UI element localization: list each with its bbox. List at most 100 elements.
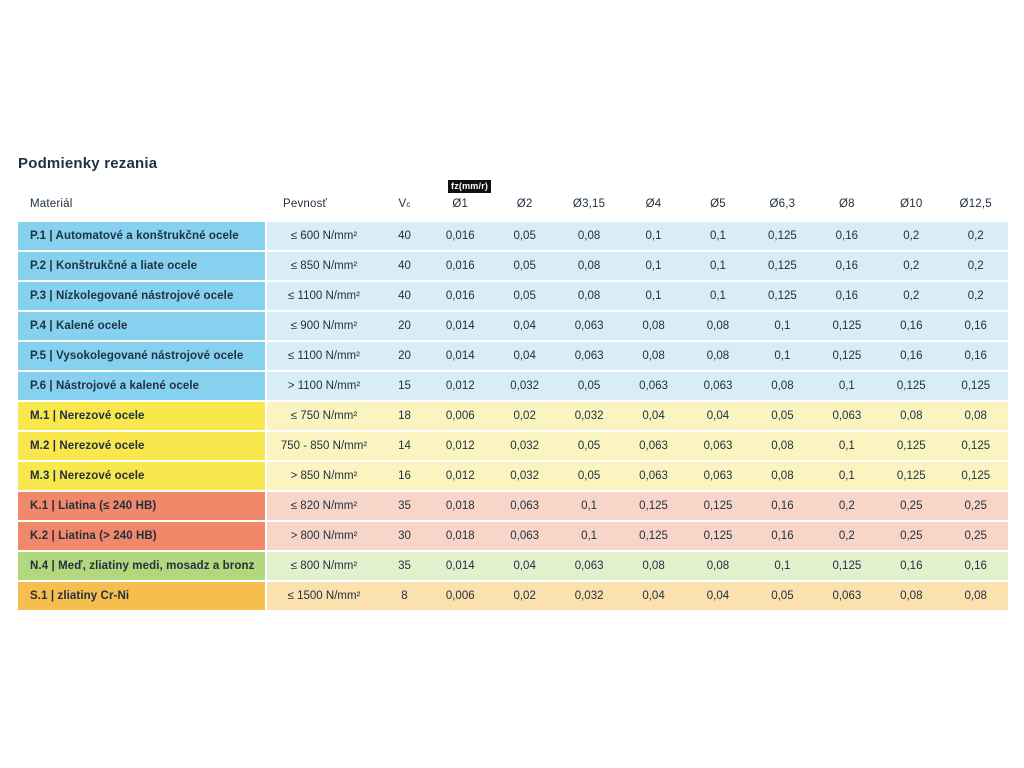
fz-cell: 0,1 [556, 522, 622, 550]
header-diameter: Ø12,5 [959, 198, 992, 210]
material-cell: K.2 | Liatina (> 240 HB) [18, 522, 267, 550]
fz-cell: 0,032 [492, 462, 557, 490]
fz-cell: 0,018 [428, 492, 493, 520]
fz-cell: 0,125 [943, 372, 1008, 400]
fz-cell: 0,04 [621, 582, 686, 610]
header-diameter: Ø2 [516, 198, 533, 210]
fz-cell: 0,05 [556, 372, 622, 400]
fz-cell: 0,04 [492, 312, 557, 340]
vc-cell: 35 [381, 552, 428, 580]
fz-cell: 0,16 [750, 522, 815, 550]
fz-cell: 0,125 [814, 312, 880, 340]
vc-cell: 20 [381, 342, 428, 370]
table-row: S.1 | zliatiny Cr-Ni ≤ 1500 N/mm² 8 0,006 0,… [18, 582, 1008, 610]
vc-cell: 20 [381, 312, 428, 340]
fz-cell: 0,1 [814, 462, 880, 490]
fz-cell: 0,063 [621, 462, 686, 490]
fz-cell: 0,08 [621, 552, 686, 580]
fz-cell: 0,1 [685, 282, 751, 310]
header-pevnost: Pevnosť [283, 198, 328, 210]
fz-cell: 0,1 [621, 252, 686, 280]
fz-cell: 0,1 [750, 552, 815, 580]
strength-cell: ≤ 900 N/mm² [267, 312, 381, 340]
header-diameter: Ø6,3 [769, 198, 796, 210]
fz-cell: 0,04 [621, 402, 686, 430]
fz-cell: 0,018 [428, 522, 493, 550]
fz-cell: 0,063 [556, 552, 622, 580]
fz-cell: 0,08 [879, 402, 944, 430]
fz-cell: 0,125 [814, 342, 880, 370]
fz-cell: 0,1 [685, 252, 751, 280]
strength-cell: 750 - 850 N/mm² [267, 432, 381, 460]
fz-cell: 0,08 [685, 552, 751, 580]
fz-cell: 0,1 [621, 222, 686, 250]
fz-cell: 0,1 [621, 282, 686, 310]
fz-cell: 0,2 [814, 522, 880, 550]
strength-cell: ≤ 820 N/mm² [267, 492, 381, 520]
fz-cell: 0,006 [428, 582, 493, 610]
table-body: P.1 | Automatové a konštrukčné ocele ≤ 60… [18, 222, 1008, 610]
fz-cell: 0,16 [814, 222, 880, 250]
fz-cell: 0,08 [943, 582, 1008, 610]
strength-cell: > 1100 N/mm² [267, 372, 381, 400]
fz-cell: 0,125 [943, 432, 1008, 460]
fz-cell: 0,16 [814, 252, 880, 280]
fz-cell: 0,08 [750, 372, 815, 400]
fz-cell: 0,05 [556, 462, 622, 490]
fz-cell: 0,032 [556, 582, 622, 610]
fz-cell: 0,08 [750, 432, 815, 460]
vc-cell: 40 [381, 252, 428, 280]
fz-cell: 0,125 [879, 372, 944, 400]
fz-cell: 0,16 [750, 492, 815, 520]
fz-cell: 0,08 [621, 342, 686, 370]
fz-cell: 0,1 [750, 312, 815, 340]
strength-cell: > 850 N/mm² [267, 462, 381, 490]
fz-cell: 0,25 [879, 522, 944, 550]
fz-cell: 0,16 [943, 342, 1008, 370]
fz-cell: 0,05 [750, 582, 815, 610]
fz-cell: 0,1 [814, 432, 880, 460]
fz-cell: 0,08 [750, 462, 815, 490]
header-diameter: Ø4 [645, 198, 662, 210]
fz-cell: 0,08 [621, 312, 686, 340]
fz-cell: 0,016 [428, 282, 493, 310]
fz-cell: 0,2 [879, 252, 944, 280]
material-cell: M.1 | Nerezové ocele [18, 402, 267, 430]
material-cell: K.1 | Liatina (≤ 240 HB) [18, 492, 267, 520]
fz-cell: 0,063 [685, 372, 751, 400]
fz-cell: 0,063 [621, 372, 686, 400]
vc-cell: 8 [381, 582, 428, 610]
fz-cell: 0,25 [879, 492, 944, 520]
vc-cell: 35 [381, 492, 428, 520]
vc-cell: 16 [381, 462, 428, 490]
table-row: K.1 | Liatina (≤ 240 HB) ≤ 820 N/mm² 35 0,0… [18, 492, 1008, 520]
material-cell: M.3 | Nerezové ocele [18, 462, 267, 490]
fz-cell: 0,012 [428, 372, 493, 400]
table-row: P.5 | Vysokolegované nástrojové ocele ≤ 1… [18, 342, 1008, 370]
vc-cell: 14 [381, 432, 428, 460]
fz-cell: 0,125 [879, 432, 944, 460]
fz-cell: 0,16 [943, 312, 1008, 340]
material-cell: P.3 | Nízkolegované nástrojové ocele [18, 282, 267, 310]
fz-cell: 0,014 [428, 552, 493, 580]
table-row: N.4 | Meď, zliatiny medi, mosadz a bronz… [18, 552, 1008, 580]
table-row: P.4 | Kalené ocele ≤ 900 N/mm² 20 0,014 0,04… [18, 312, 1008, 340]
fz-cell: 0,08 [556, 282, 622, 310]
material-cell: N.4 | Meď, zliatiny medi, mosadz a bronz [18, 552, 267, 580]
table-row: K.2 | Liatina (> 240 HB) > 800 N/mm² 30 0,0… [18, 522, 1008, 550]
fz-cell: 0,125 [621, 522, 686, 550]
fz-cell: 0,125 [750, 282, 815, 310]
material-cell: M.2 | Nerezové ocele [18, 432, 267, 460]
fz-cell: 0,012 [428, 432, 493, 460]
table-row: P.3 | Nízkolegované nástrojové ocele ≤ 11… [18, 282, 1008, 310]
fz-cell: 0,063 [685, 432, 751, 460]
header-diameter: Ø8 [838, 198, 855, 210]
vc-cell: 40 [381, 282, 428, 310]
material-cell: S.1 | zliatiny Cr-Ni [18, 582, 267, 610]
fz-cell: 0,014 [428, 312, 493, 340]
fz-cell: 0,02 [492, 582, 557, 610]
header-diameter: Ø1 [452, 198, 469, 210]
fz-cell: 0,08 [685, 312, 751, 340]
